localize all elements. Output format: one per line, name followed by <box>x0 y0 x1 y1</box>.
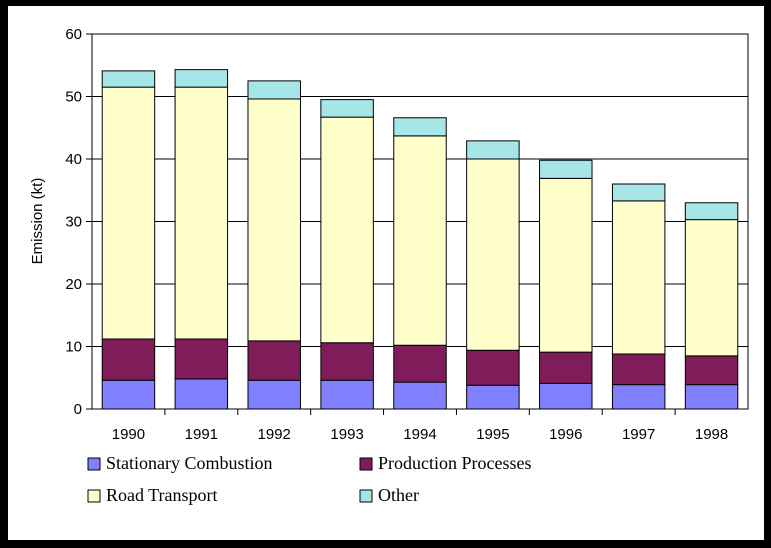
bar-segment <box>247 98 301 342</box>
legend-swatch <box>359 489 373 503</box>
bar-segment <box>174 69 229 88</box>
x-axis-ticks: 1990 1991 1992 1993 1994 1995 1996 1997 1998 <box>112 409 728 443</box>
bar-segment <box>174 86 229 340</box>
bar-segment <box>466 140 520 160</box>
y-tick-label: 30 <box>65 214 82 231</box>
bar-segment <box>466 158 520 351</box>
x-tick-label: 1996 <box>549 426 582 443</box>
chart-panel: 0 10 20 30 40 50 60 1990 1991 1992 1993 1994 1995 19… <box>8 6 764 540</box>
bar-segment <box>101 70 156 88</box>
bar-segment <box>684 384 739 410</box>
bar-segment <box>539 159 593 179</box>
legend-item: Road Transport <box>87 485 218 505</box>
legend-item: Stationary Combustion <box>87 453 273 473</box>
bar-segment <box>393 135 447 346</box>
legend-label: Road Transport <box>106 485 218 505</box>
y-tick-label: 10 <box>65 339 82 356</box>
legend: Stationary Combustion Production Processe… <box>87 453 531 505</box>
bar-segment <box>247 340 301 381</box>
y-axis-ticks: 0 10 20 30 40 50 60 <box>65 26 92 418</box>
bar-segment <box>320 116 374 344</box>
bar-segment <box>393 344 447 383</box>
bar-segment <box>539 351 593 384</box>
bar-segment <box>539 382 593 410</box>
x-tick-label: 1995 <box>476 426 509 443</box>
y-axis-label: Emission (kt) <box>29 178 46 265</box>
y-tick-label: 20 <box>65 276 82 293</box>
y-tick-label: 40 <box>65 151 82 168</box>
bar-segment <box>101 86 156 340</box>
bar-segment <box>684 219 739 357</box>
bar-segment <box>611 183 666 202</box>
bar-segment <box>101 338 156 381</box>
bar-segment <box>393 117 447 137</box>
bars <box>101 69 739 410</box>
legend-swatch <box>87 457 101 471</box>
bar-segment <box>174 378 229 410</box>
legend-swatch <box>359 457 373 471</box>
bar-segment <box>466 349 520 386</box>
legend-label: Other <box>378 485 419 505</box>
x-tick-label: 1990 <box>112 426 145 443</box>
bar-segment <box>684 355 739 386</box>
x-tick-label: 1992 <box>258 426 291 443</box>
bar-segment <box>393 381 447 410</box>
bar-segment <box>320 342 374 381</box>
bar-segment <box>101 379 156 410</box>
legend-item: Production Processes <box>359 453 531 473</box>
y-tick-label: 50 <box>65 89 82 106</box>
x-tick-label: 1994 <box>403 426 436 443</box>
bar-segment <box>247 379 301 410</box>
x-tick-label: 1998 <box>695 426 728 443</box>
legend-label: Stationary Combustion <box>106 453 273 473</box>
x-tick-label: 1991 <box>185 426 218 443</box>
legend-label: Production Processes <box>378 453 531 473</box>
bar-segment <box>174 338 229 380</box>
bar-segment <box>684 202 739 221</box>
bar-segment <box>320 99 374 118</box>
x-tick-label: 1993 <box>330 426 363 443</box>
bar-segment <box>611 384 666 410</box>
bar-segment <box>466 384 520 410</box>
bar-segment <box>611 353 666 386</box>
y-tick-label: 60 <box>65 26 82 43</box>
bar-segment <box>320 379 374 410</box>
x-tick-label: 1997 <box>622 426 655 443</box>
legend-swatch <box>87 489 101 503</box>
bar-segment <box>539 177 593 353</box>
bar-segment <box>247 80 301 100</box>
bar-segment <box>611 200 666 355</box>
y-tick-label: 0 <box>74 401 82 418</box>
legend-item: Other <box>359 485 419 505</box>
